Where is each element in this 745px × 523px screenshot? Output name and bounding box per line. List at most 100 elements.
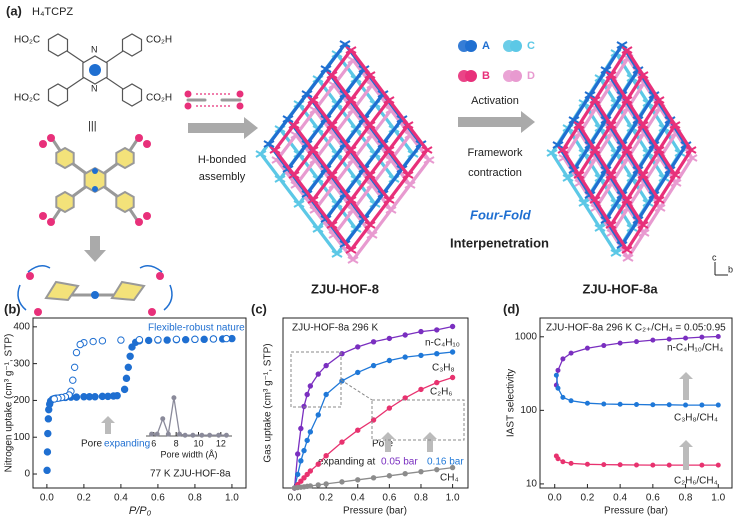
data-point	[568, 460, 574, 466]
x-tick-label: 0.4	[613, 493, 627, 504]
annotation: 0.05 bar	[381, 457, 418, 468]
framework-strut	[324, 43, 347, 70]
annotation: Pore	[81, 439, 103, 450]
data-point	[126, 352, 134, 360]
y-axis-label: Gas uptake (cm³ g⁻¹, STP)	[263, 343, 274, 462]
data-point	[315, 412, 321, 418]
framework-strut	[641, 124, 661, 151]
framework-strut	[330, 74, 353, 101]
data-point	[568, 350, 574, 356]
data-point	[449, 349, 456, 355]
framework-node	[637, 171, 649, 179]
data-point	[418, 468, 424, 475]
framework-strut	[311, 174, 334, 201]
framework-strut	[588, 119, 608, 146]
framework-strut	[609, 99, 629, 126]
arrow	[458, 111, 535, 133]
step-label: Framework	[467, 147, 523, 159]
data-point	[307, 483, 314, 489]
framework-strut	[292, 149, 315, 176]
series-label: n-C₄H₁₀/CH₄	[667, 343, 723, 354]
data-point	[418, 328, 424, 335]
framework-strut	[636, 94, 656, 121]
framework-node	[326, 171, 338, 179]
data-point	[715, 462, 721, 468]
framework-node	[594, 224, 606, 232]
annotation: expanding at	[318, 457, 375, 468]
framework-node	[312, 225, 324, 233]
group-label: CO₂H	[146, 93, 172, 104]
data-point	[560, 459, 566, 465]
data-point	[171, 395, 177, 401]
framework-strut	[324, 193, 347, 220]
framework-strut	[273, 124, 296, 151]
framework-strut	[657, 124, 677, 151]
framework-node	[589, 196, 601, 204]
framework-strut	[349, 149, 372, 176]
framework-strut	[362, 93, 385, 120]
data-point	[323, 362, 329, 369]
data-point	[386, 335, 393, 342]
x-tick-label: 0.8	[188, 493, 202, 504]
framework-strut	[351, 234, 374, 261]
net-legend: D	[527, 70, 535, 82]
framework-strut	[593, 174, 613, 201]
series-line	[293, 351, 453, 489]
ring-center	[89, 64, 101, 76]
data-point	[584, 400, 590, 406]
atom	[148, 308, 156, 316]
x-tick-label: 6	[151, 438, 156, 448]
data-point	[304, 471, 310, 478]
framework-strut	[389, 184, 412, 211]
data-point	[298, 458, 304, 464]
data-point	[301, 403, 307, 410]
net-ball	[465, 70, 477, 82]
framework-strut	[349, 174, 372, 201]
x-tick-label: 0.8	[679, 493, 693, 504]
data-point	[216, 432, 222, 438]
framework-node	[562, 174, 574, 182]
framework-strut	[593, 99, 613, 126]
framework-strut	[406, 149, 429, 176]
framework-strut	[673, 149, 693, 176]
framework-strut	[343, 68, 366, 95]
step-label: Activation	[471, 95, 519, 107]
data-point	[633, 402, 639, 408]
data-point	[434, 327, 440, 333]
framework-strut	[387, 174, 410, 201]
annotation: ZJU-HOF-8a 296 K C₂₊/CH₄ = 0.05:0.95	[546, 323, 726, 334]
data-point	[172, 335, 181, 344]
atom	[135, 218, 143, 226]
data-point	[617, 340, 623, 346]
framework-node	[600, 66, 612, 74]
data-point	[339, 351, 345, 357]
framework-node	[669, 171, 681, 179]
x-tick-label: 0.0	[548, 493, 562, 504]
data-point	[209, 335, 218, 343]
framework-node	[293, 200, 305, 208]
data-point	[555, 456, 561, 462]
framework-node	[364, 221, 376, 229]
framework-strut	[625, 174, 645, 201]
plot-frame	[539, 317, 733, 489]
framework-node	[637, 121, 649, 129]
framework-strut	[406, 124, 429, 151]
data-point	[89, 337, 97, 346]
framework-strut	[642, 207, 662, 234]
framework-node	[621, 196, 633, 204]
framework-strut	[674, 157, 694, 184]
rotation-arrow	[27, 265, 51, 273]
net-legend: C	[527, 40, 535, 52]
atom-label: N	[91, 83, 98, 93]
framework-node	[288, 171, 300, 179]
axis-label: b	[728, 264, 733, 274]
framework-node	[637, 71, 649, 79]
data-point	[301, 447, 307, 454]
data-point	[43, 448, 52, 456]
plot-frame	[32, 317, 247, 489]
framework-strut	[273, 149, 296, 176]
framework-strut	[267, 118, 290, 145]
series-label: C₃H₈	[432, 363, 455, 374]
data-point	[144, 336, 153, 345]
ring	[47, 33, 69, 57]
